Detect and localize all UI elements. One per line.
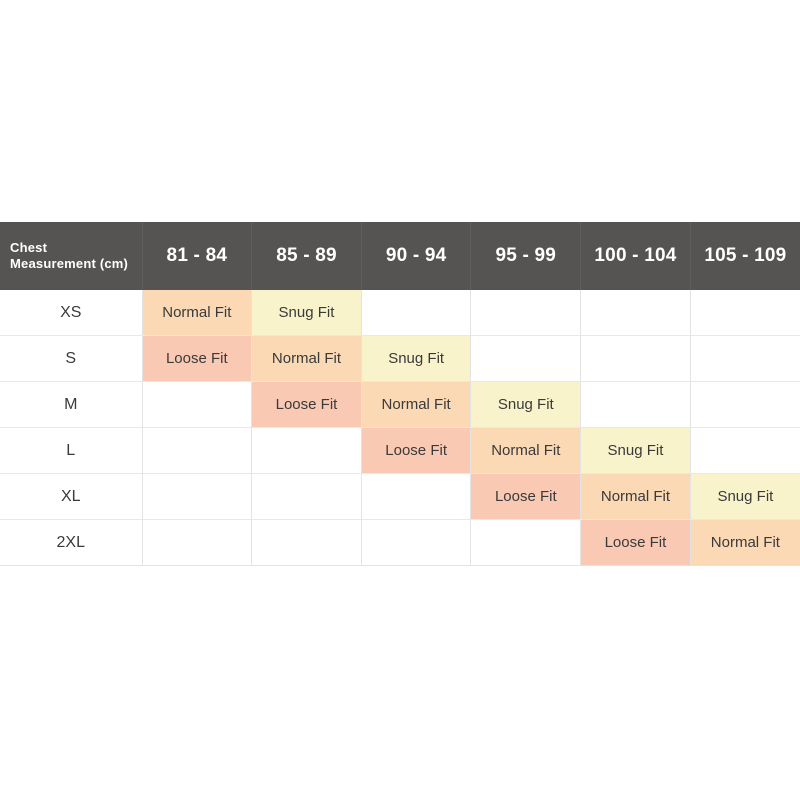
- fit-cell-xs-90-94: [361, 290, 472, 336]
- header-label-line-2: Measurement (cm): [10, 256, 129, 271]
- fit-cell-s-95-99: [470, 335, 582, 382]
- row-label-l: L: [0, 427, 143, 474]
- fit-cell-m-90-94: Normal Fit: [361, 381, 472, 428]
- fit-cell-2xl-85-89: [251, 519, 362, 566]
- fit-cell-2xl-90-94: [361, 519, 472, 566]
- row-label-xl: XL: [0, 473, 143, 520]
- row-label-2xl: 2XL: [0, 519, 143, 566]
- table-row: 2XL Loose Fit Normal Fit: [0, 519, 800, 566]
- fit-cell-xs-100-104: [580, 290, 691, 336]
- fit-cell-2xl-81-84: [142, 519, 253, 566]
- table-row: M Loose Fit Normal Fit Snug Fit: [0, 381, 800, 428]
- fit-cell-s-100-104: [580, 335, 691, 382]
- fit-cell-m-95-99: Snug Fit: [470, 381, 582, 428]
- column-header-81-84: 81 - 84: [142, 222, 253, 290]
- fit-cell-2xl-105-109: Normal Fit: [690, 519, 800, 566]
- fit-cell-l-95-99: Normal Fit: [470, 427, 582, 474]
- fit-cell-s-81-84: Loose Fit: [142, 335, 253, 382]
- table-row: XS Normal Fit Snug Fit: [0, 290, 800, 336]
- column-header-95-99: 95 - 99: [470, 222, 582, 290]
- table-body: XS Normal Fit Snug Fit S Loose Fit Normal Fit…: [0, 290, 800, 566]
- size-chart-table: Chest Measurement (cm) 81 - 84 85 - 89 9…: [0, 222, 800, 566]
- fit-cell-l-85-89: [251, 427, 362, 474]
- fit-cell-m-100-104: [580, 381, 691, 428]
- fit-cell-2xl-100-104: Loose Fit: [580, 519, 691, 566]
- fit-cell-xl-100-104: Normal Fit: [580, 473, 691, 520]
- fit-cell-s-90-94: Snug Fit: [361, 335, 472, 382]
- fit-cell-xs-85-89: Snug Fit: [251, 290, 362, 336]
- table-head: Chest Measurement (cm) 81 - 84 85 - 89 9…: [0, 222, 800, 290]
- fit-cell-m-85-89: Loose Fit: [251, 381, 362, 428]
- fit-cell-l-81-84: [142, 427, 253, 474]
- fit-cell-xs-95-99: [470, 290, 582, 336]
- row-label-s: S: [0, 335, 143, 382]
- fit-cell-l-90-94: Loose Fit: [361, 427, 472, 474]
- fit-cell-2xl-95-99: [470, 519, 582, 566]
- fit-cell-xl-105-109: Snug Fit: [690, 473, 800, 520]
- fit-cell-xs-105-109: [690, 290, 800, 336]
- fit-cell-xl-85-89: [251, 473, 362, 520]
- fit-cell-xl-90-94: [361, 473, 472, 520]
- table-row: L Loose Fit Normal Fit Snug Fit: [0, 427, 800, 474]
- row-label-m: M: [0, 381, 143, 428]
- fit-cell-l-100-104: Snug Fit: [580, 427, 691, 474]
- fit-cell-xl-81-84: [142, 473, 253, 520]
- fit-cell-xl-95-99: Loose Fit: [470, 473, 582, 520]
- header-measurement-label: Chest Measurement (cm): [0, 222, 143, 290]
- fit-cell-xs-81-84: Normal Fit: [142, 290, 253, 336]
- table-row: XL Loose Fit Normal Fit Snug Fit: [0, 473, 800, 520]
- fit-cell-s-85-89: Normal Fit: [251, 335, 362, 382]
- header-label-line-1: Chest: [10, 239, 48, 255]
- fit-cell-m-81-84: [142, 381, 253, 428]
- header-row: Chest Measurement (cm) 81 - 84 85 - 89 9…: [0, 222, 800, 290]
- fit-cell-s-105-109: [690, 335, 800, 382]
- fit-cell-m-105-109: [690, 381, 800, 428]
- size-chart-container: Chest Measurement (cm) 81 - 84 85 - 89 9…: [0, 222, 800, 566]
- row-label-xs: XS: [0, 290, 143, 336]
- column-header-100-104: 100 - 104: [580, 222, 691, 290]
- fit-cell-l-105-109: [690, 427, 800, 474]
- column-header-90-94: 90 - 94: [361, 222, 472, 290]
- column-header-105-109: 105 - 109: [690, 222, 800, 290]
- table-row: S Loose Fit Normal Fit Snug Fit: [0, 335, 800, 382]
- column-header-85-89: 85 - 89: [251, 222, 362, 290]
